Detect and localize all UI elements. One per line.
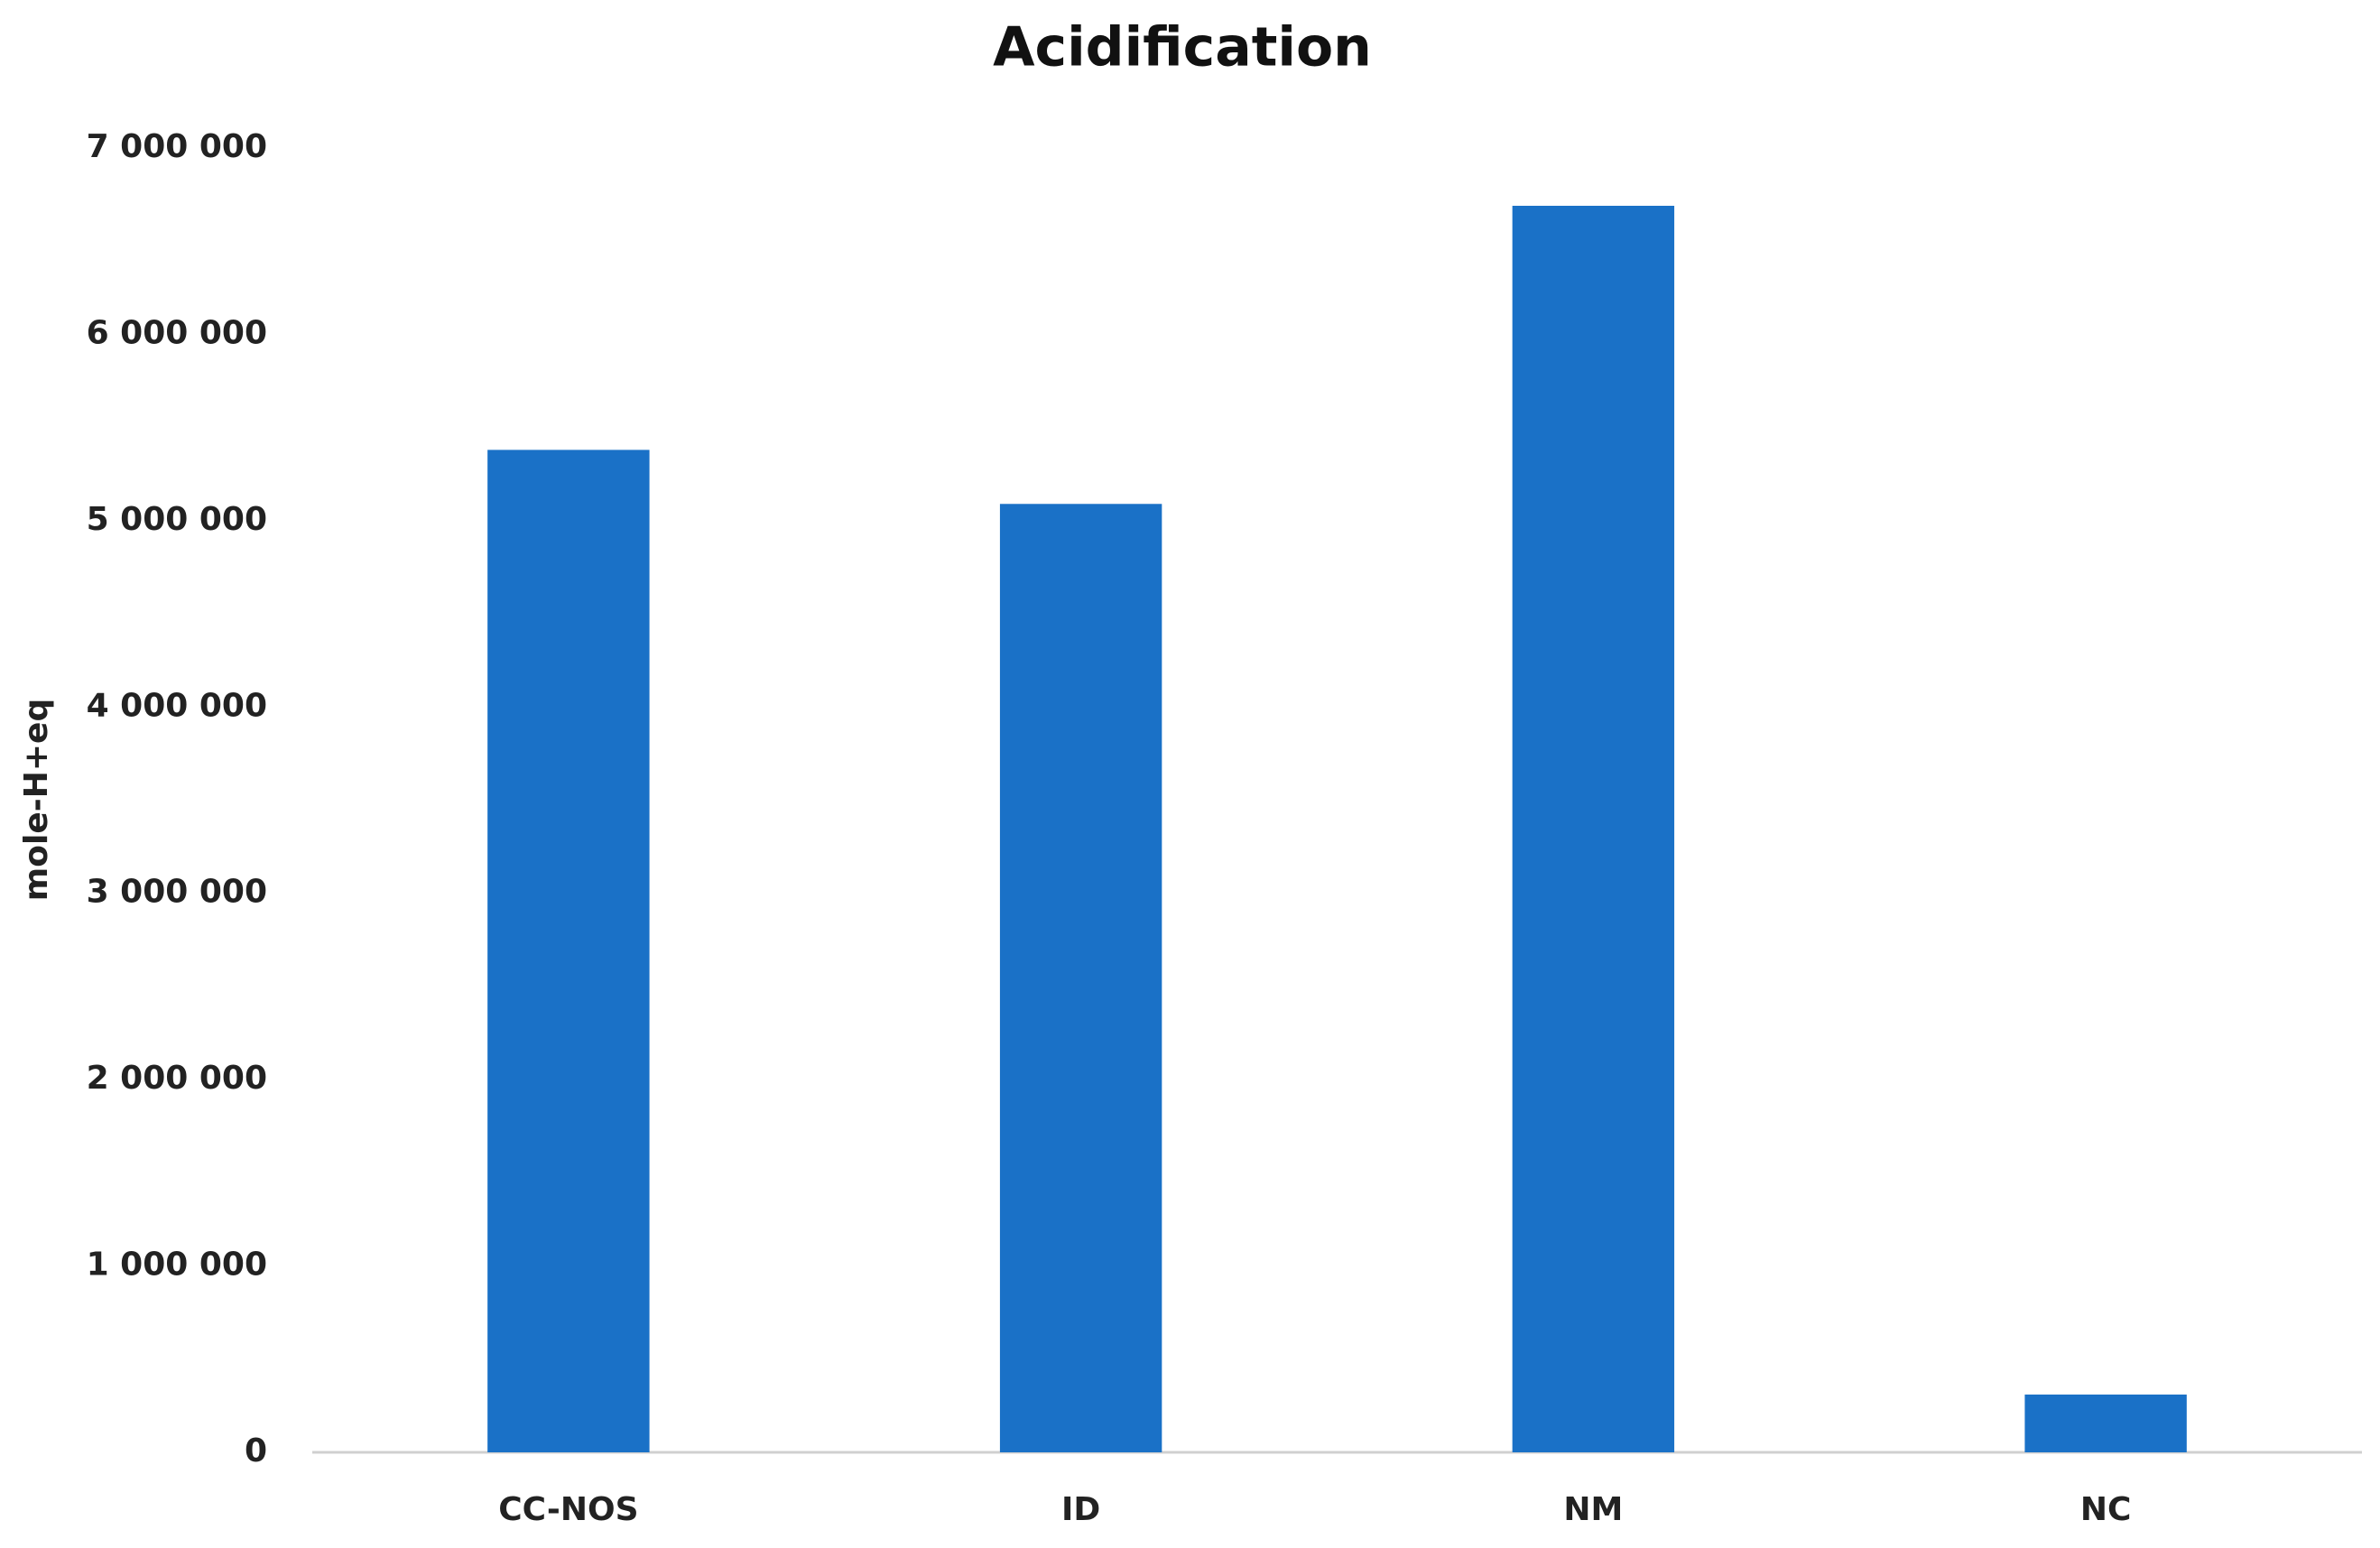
y-tick-label: 7 000 000 bbox=[87, 128, 267, 165]
bar bbox=[1512, 205, 1675, 1452]
y-tick-label: 6 000 000 bbox=[87, 314, 267, 351]
y-tick-label: 0 bbox=[245, 1432, 267, 1469]
y-tick-label: 5 000 000 bbox=[87, 501, 267, 538]
x-tick-label: ID bbox=[1061, 1491, 1100, 1528]
bar bbox=[487, 450, 650, 1452]
chart-title: Acidification bbox=[993, 16, 1372, 79]
y-axis-title: mole-H+eq bbox=[18, 699, 55, 901]
x-tick-label: NC bbox=[2080, 1491, 2132, 1528]
x-tick-label: CC-NOS bbox=[498, 1491, 638, 1528]
y-tick-label: 3 000 000 bbox=[87, 874, 267, 911]
y-tick-label: 2 000 000 bbox=[87, 1060, 267, 1097]
bar bbox=[2024, 1395, 2187, 1452]
bar bbox=[999, 504, 1162, 1452]
y-tick-label: 1 000 000 bbox=[87, 1247, 267, 1284]
y-tick-label: 4 000 000 bbox=[87, 687, 267, 724]
x-tick-label: NM bbox=[1563, 1491, 1623, 1528]
